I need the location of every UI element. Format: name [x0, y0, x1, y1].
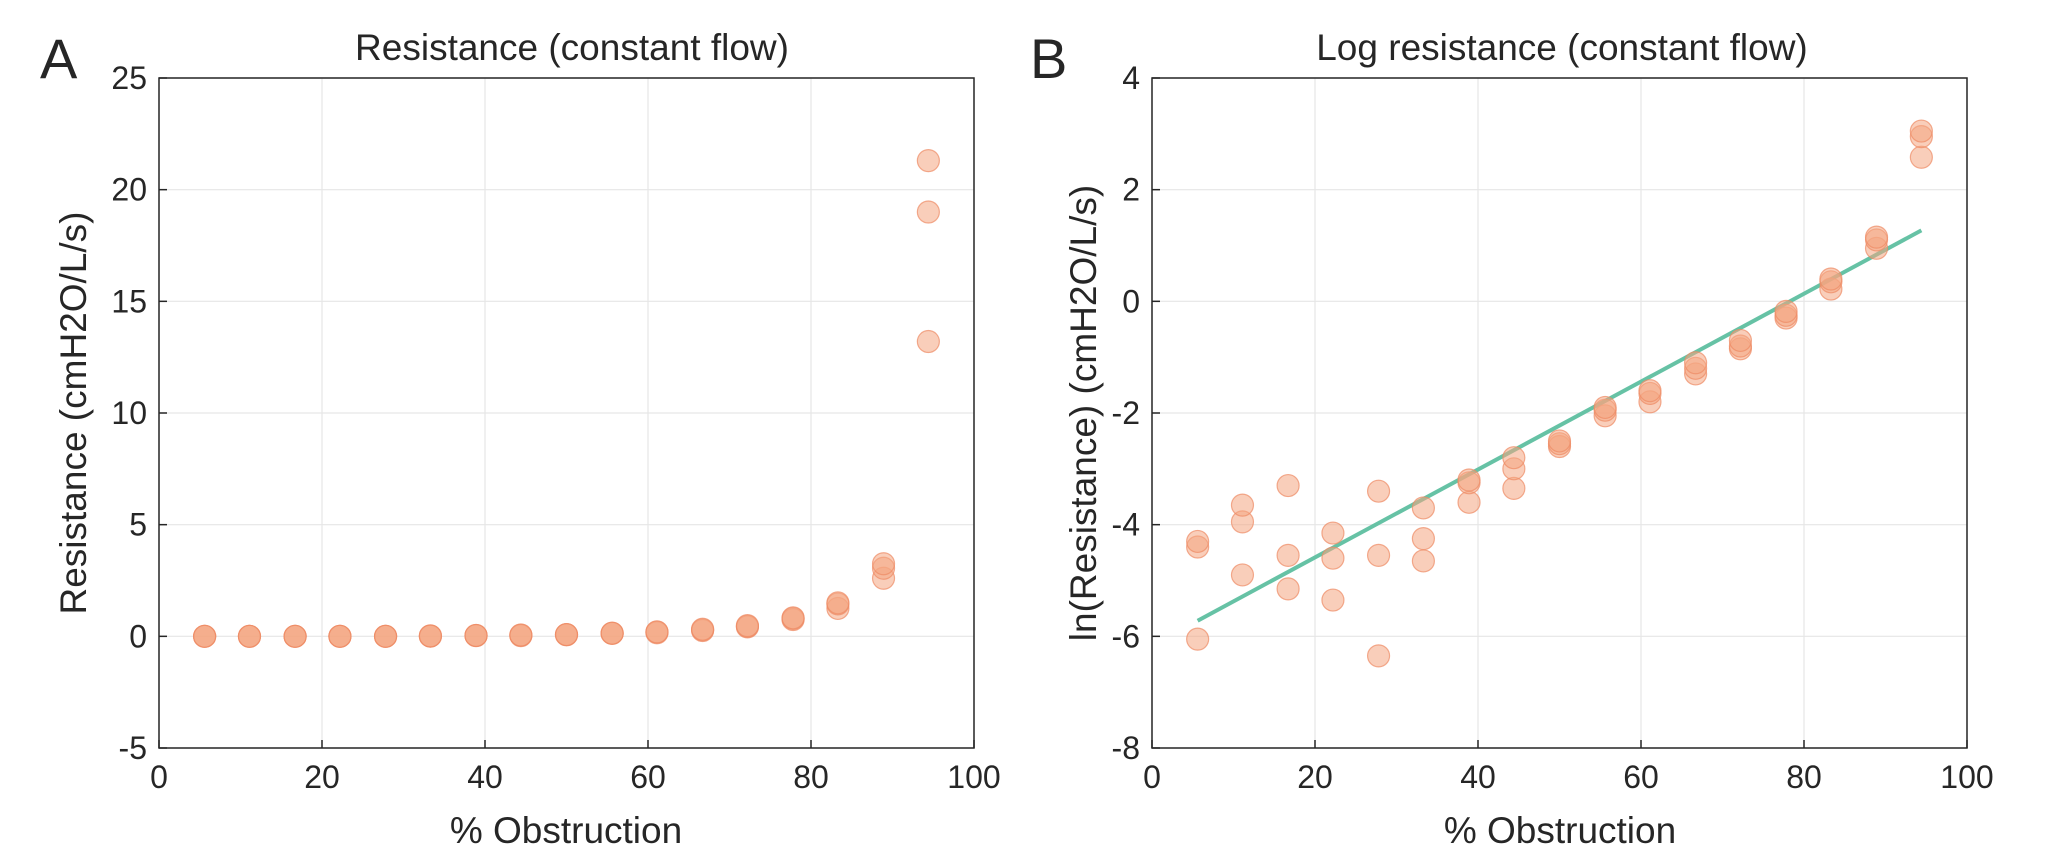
data-point — [509, 623, 533, 647]
x-tick-label: 100 — [1940, 759, 1993, 795]
data-point — [1186, 627, 1210, 651]
data-point — [1684, 351, 1708, 375]
data-point — [418, 624, 442, 648]
data-point — [1502, 446, 1526, 470]
data-point — [826, 591, 850, 615]
y-tick-label: 20 — [111, 172, 147, 208]
panel-b-x-ticks: 0 20 40 60 80 100 — [1143, 740, 1994, 795]
y-tick-label: -2 — [1112, 395, 1140, 431]
data-point — [691, 617, 715, 641]
data-point — [1321, 588, 1345, 612]
data-point — [1909, 119, 1933, 143]
panel-b-fit — [1196, 228, 1923, 623]
data-point — [554, 622, 579, 647]
data-point — [1457, 468, 1481, 492]
x-tick-label: 40 — [1460, 759, 1496, 795]
data-point — [1593, 395, 1617, 420]
data-point — [1547, 429, 1572, 453]
panel-a-title: Resistance (constant flow) — [355, 27, 789, 68]
x-tick-label: 60 — [1623, 759, 1659, 795]
data-point — [645, 620, 669, 644]
data-point — [1276, 543, 1300, 567]
fit-line — [1196, 228, 1923, 623]
data-point — [1276, 473, 1300, 498]
data-point — [1638, 379, 1662, 403]
data-point — [1819, 267, 1843, 291]
data-point — [1457, 490, 1481, 514]
y-tick-label: 25 — [111, 60, 147, 96]
data-point — [916, 200, 940, 224]
data-point — [1411, 549, 1435, 573]
y-tick-label: 4 — [1122, 60, 1140, 96]
panel-a-x-ticks: 0 20 40 60 80 100 — [150, 740, 1001, 795]
y-tick-label: 5 — [129, 507, 147, 543]
y-tick-label: 0 — [129, 618, 147, 654]
data-point — [600, 621, 624, 645]
y-tick-label: -8 — [1112, 730, 1140, 766]
y-tick-label: 15 — [111, 283, 147, 319]
data-point — [735, 614, 760, 638]
y-tick-label: 10 — [111, 395, 147, 431]
data-point — [871, 552, 896, 576]
x-tick-label: 80 — [793, 759, 829, 795]
data-point — [1276, 577, 1300, 601]
x-tick-label: 100 — [947, 759, 1000, 795]
y-tick-label: -4 — [1112, 507, 1140, 543]
data-point — [283, 624, 307, 648]
data-point — [916, 149, 940, 173]
data-point — [1864, 225, 1889, 249]
data-point — [1502, 476, 1526, 500]
data-point — [781, 606, 805, 630]
panel-b-grid — [1151, 77, 1968, 749]
panel-b-y-axis-label: ln(Resistance) (cmH2O/L/s) — [1063, 185, 1104, 641]
data-point — [237, 624, 262, 648]
x-tick-label: 60 — [630, 759, 666, 795]
y-tick-label: -6 — [1112, 618, 1140, 654]
data-point — [1366, 479, 1391, 503]
data-point — [1411, 496, 1435, 520]
data-point — [464, 623, 488, 648]
panel-b-title: Log resistance (constant flow) — [1316, 27, 1808, 68]
x-tick-label: 0 — [150, 759, 168, 795]
x-tick-label: 80 — [1786, 759, 1822, 795]
data-point — [1321, 546, 1345, 570]
panel-a-y-ticks: -5 0 5 10 15 20 25 — [111, 60, 167, 766]
data-point — [1728, 328, 1753, 353]
x-tick-label: 40 — [467, 759, 503, 795]
panel-letter-b: B — [1030, 27, 1067, 90]
data-point — [1186, 529, 1210, 554]
data-point — [1321, 521, 1345, 545]
x-tick-label: 0 — [1143, 759, 1161, 795]
y-tick-label: 0 — [1122, 283, 1140, 319]
data-point — [1774, 299, 1798, 323]
panel-b-y-ticks: -8 -6 -4 -2 0 2 4 — [1112, 60, 1160, 766]
data-point — [373, 624, 398, 648]
panel-a-markers — [193, 149, 940, 648]
panel-a-grid — [158, 77, 975, 749]
data-point — [193, 624, 217, 648]
x-tick-label: 20 — [304, 759, 340, 795]
data-point — [1230, 493, 1255, 517]
data-point — [1909, 145, 1933, 169]
data-point — [1411, 527, 1435, 551]
data-point — [1230, 563, 1255, 587]
panel-b-markers — [1186, 119, 1933, 668]
y-tick-label: -5 — [119, 730, 147, 766]
data-point — [328, 624, 352, 648]
panel-b-x-axis-label: % Obstruction — [1444, 810, 1676, 847]
data-point — [1366, 644, 1391, 668]
panel-a-y-axis-label: Resistance (cmH2O/L/s) — [53, 212, 94, 615]
data-point — [916, 329, 940, 354]
data-point — [1366, 543, 1391, 567]
panel-a-x-axis-label: % Obstruction — [450, 810, 682, 847]
y-tick-label: 2 — [1122, 172, 1140, 208]
panel-a: A Resistance (constant flow) 0 20 40 60 80 10… — [40, 27, 1001, 847]
panel-letter-a: A — [40, 27, 78, 90]
panel-b: B Log resistance (constant flow) 0 20 40 60… — [1030, 27, 1994, 847]
x-tick-label: 20 — [1297, 759, 1333, 795]
